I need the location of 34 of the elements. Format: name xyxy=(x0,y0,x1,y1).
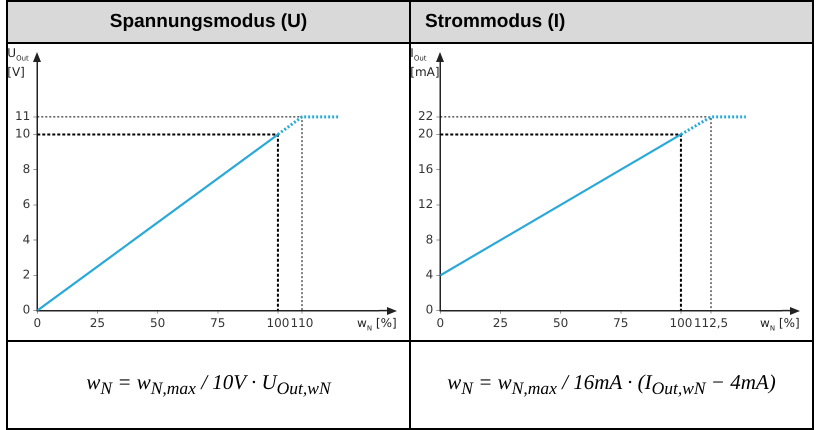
y-tick-label: 0 xyxy=(22,302,30,317)
y-tick-label: 20 xyxy=(418,126,434,141)
x-tick-label: 25 xyxy=(90,316,106,330)
y-axis-title: I$_{Out}$ [mA] xyxy=(410,46,441,80)
text: w$_{N}$ = w$_{N,max}$ / 16mA · (I$_{Out,wN}$ − 4mA) xyxy=(410,341,813,430)
y-tick-label: 0 xyxy=(426,302,434,317)
x-tick-label: 112,5 xyxy=(694,316,728,330)
x-tick-label: 75 xyxy=(210,316,226,330)
x-tick-label: 100 xyxy=(669,316,692,330)
y-tick-label: 16 xyxy=(418,162,434,176)
y-tick-label: 6 xyxy=(22,197,30,212)
x-tick-label: 50 xyxy=(552,316,568,330)
x-tick-label: 50 xyxy=(150,316,166,330)
y-axis-title: U$_{Out}$ [V] xyxy=(7,46,30,80)
chart-title: Spannungsmodus (U) xyxy=(7,1,410,43)
y-tick-label: 10 xyxy=(14,126,30,141)
y-tick-label: 8 xyxy=(426,232,434,246)
y-tick-label: 8 xyxy=(22,162,30,176)
y-tick-label: 22 xyxy=(418,108,434,123)
x-tick-label: 0 xyxy=(33,316,42,330)
x-tick-label: 0 xyxy=(436,316,444,330)
y-tick-label: 4 xyxy=(426,267,434,282)
x-axis-title: w$_{N}$ [%] xyxy=(760,316,800,332)
y-tick-label: 11 xyxy=(14,108,30,123)
chart-title: Strommodus (I) xyxy=(410,1,813,43)
x-tick-label: 75 xyxy=(613,316,628,330)
x-tick-label: 25 xyxy=(492,316,508,330)
y-tick-label: 4 xyxy=(22,232,30,246)
x-axis-title: w$_{N}$ [%] xyxy=(357,316,397,332)
text: w$_{N}$ = w$_{N,max}$ / 10V · U$_{Out,wN}$ xyxy=(7,341,410,430)
y-tick-label: 12 xyxy=(418,197,434,212)
x-tick-label: 110 xyxy=(290,316,314,330)
x-tick-label: 100 xyxy=(266,316,290,330)
y-tick-label: 2 xyxy=(22,267,30,282)
